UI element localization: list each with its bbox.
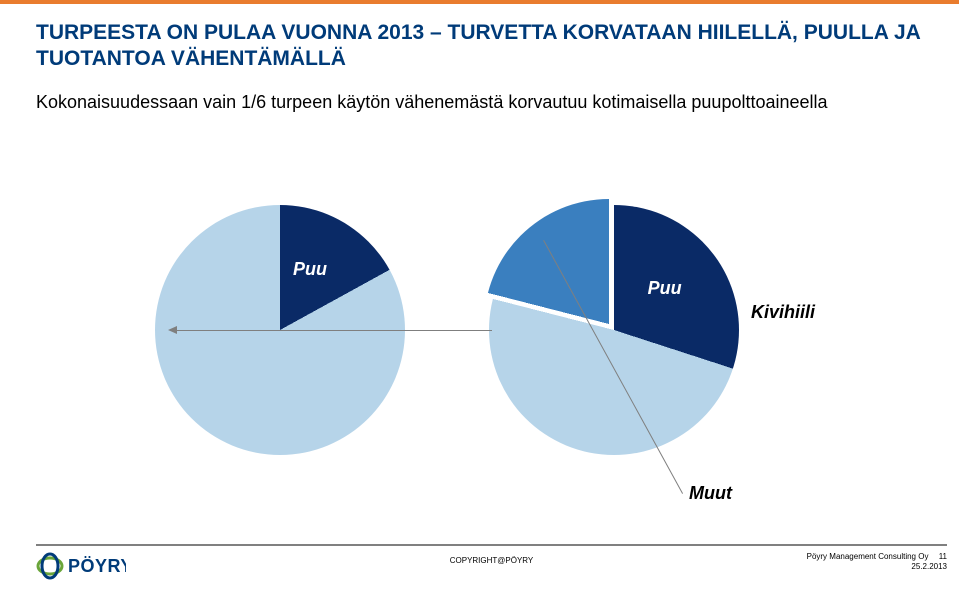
pie-right-label-puu: Puu	[648, 278, 682, 299]
svg-text:PÖYRY: PÖYRY	[68, 556, 126, 576]
logo-icon: PÖYRY	[36, 552, 126, 580]
pie-right-label-muut: Muut	[689, 483, 732, 504]
pie-right-label-kivihiili: Kivihiili	[751, 302, 815, 323]
company-name: Pöyry Management Consulting Oy	[807, 552, 929, 561]
logo: PÖYRY	[36, 552, 126, 585]
charts-area: Puu Puu Kivihiili Muut	[0, 190, 959, 490]
footer-right: Pöyry Management Consulting Oy 11 25.2.2…	[807, 552, 947, 571]
top-accent-bar	[0, 0, 959, 4]
pie-left-label-puu: Puu	[293, 259, 327, 280]
slide-subtitle: Kokonaisuudessaan vain 1/6 turpeen käytö…	[36, 92, 828, 113]
copyright-text: COPYRIGHT@PÖYRY	[450, 556, 534, 565]
footer: PÖYRY COPYRIGHT@PÖYRY Pöyry Management C…	[36, 544, 947, 584]
slide-title: TURPEESTA ON PULAA VUONNA 2013 – TURVETT…	[36, 20, 923, 73]
comparison-arrow	[176, 330, 492, 331]
slide: TURPEESTA ON PULAA VUONNA 2013 – TURVETT…	[0, 0, 959, 594]
page-number: 11	[939, 552, 947, 562]
pie-chart-right-exploded	[484, 199, 734, 449]
footer-date: 25.2.2013	[911, 562, 947, 571]
